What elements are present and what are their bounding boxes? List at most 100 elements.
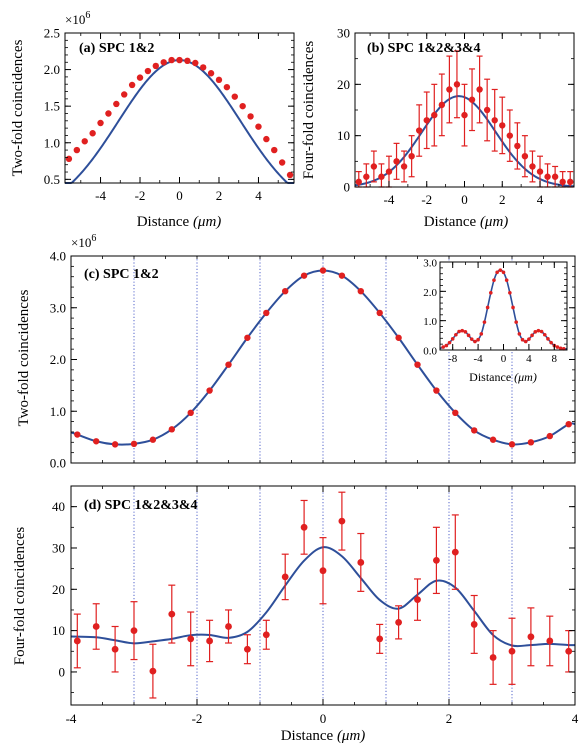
data-point (168, 56, 175, 64)
y-tick-label: 20 (337, 77, 350, 92)
data-point (529, 163, 536, 170)
y-tick-label: 20 (52, 582, 65, 597)
data-point (244, 334, 251, 341)
panel-label: (a) SPC 1&2 (79, 41, 154, 56)
panel-label: (c) SPC 1&2 (84, 267, 159, 282)
data-point (517, 332, 522, 336)
data-point (558, 346, 563, 351)
data-point (506, 132, 514, 139)
data-point (489, 291, 493, 295)
data-point (73, 637, 81, 645)
y-tick-label: 2.0 (423, 287, 437, 299)
y-tick-label: 10 (52, 623, 65, 638)
data-point (447, 340, 452, 345)
data-point (565, 420, 572, 428)
data-point (433, 556, 440, 564)
y-tick-label: 0.0 (423, 346, 437, 358)
data-point (520, 337, 525, 342)
data-point (483, 106, 491, 114)
data-point (489, 654, 497, 661)
data-point (551, 173, 559, 180)
data-point (278, 159, 286, 166)
y-tick-label: 10 (337, 128, 350, 143)
data-point (514, 320, 518, 324)
panel-b: -4 -2 0 2 4 0 10 20 30 (b) SPC 1&2&3&4 Four-fol… (301, 26, 575, 230)
y-tick-label: 0.5 (44, 172, 60, 187)
data-point (130, 440, 138, 448)
y-tick-label: 1.0 (423, 316, 437, 328)
y-tick-label: 30 (52, 540, 65, 555)
x-tick-label: 0 (501, 353, 507, 365)
data-point (113, 100, 120, 108)
data-point (489, 436, 497, 443)
data-point (93, 438, 100, 445)
data-point (136, 74, 144, 81)
data-point (441, 345, 445, 349)
x-tick-label: 8 (552, 353, 558, 365)
data-point (408, 153, 415, 160)
data-point (431, 111, 438, 119)
x-tick-label: 4 (255, 188, 262, 203)
data-point (544, 173, 551, 180)
data-point (144, 67, 152, 75)
y-tick-label: 40 (52, 499, 65, 514)
x-tick-label: 4 (526, 353, 532, 365)
data-point (523, 339, 528, 344)
data-point (281, 573, 289, 581)
data-point (128, 81, 136, 89)
data-point (255, 123, 262, 130)
data-point (485, 305, 490, 310)
data-point (559, 178, 566, 186)
data-point (498, 268, 503, 273)
x-axis-label: Distance (μm) (281, 728, 366, 744)
panel-c: 0.0 1.0 2.0 3.0 4.0 (c) SPC 1&2 ×106 Two-fol… (16, 233, 576, 471)
inset-x-axis-label: Distance (μm) (469, 370, 537, 384)
y-tick-label: 2.0 (44, 62, 60, 77)
data-point (244, 645, 251, 653)
data-point (338, 517, 346, 525)
data-point (555, 345, 560, 349)
data-point (192, 59, 199, 67)
data-point (81, 138, 88, 145)
x-axis-label: Distance (μm) (424, 214, 509, 230)
x-tick-label: 4 (572, 711, 579, 726)
data-point (168, 426, 175, 433)
data-point (286, 171, 294, 179)
data-point (225, 361, 232, 368)
y-tick-label: 4.0 (50, 249, 66, 264)
data-point (395, 334, 402, 341)
y-axis-label: Four-fold coincidences (301, 41, 317, 180)
data-point (199, 64, 207, 71)
x-tick-label: 0 (461, 192, 468, 207)
data-point (514, 142, 521, 150)
y-tick-label: 1.0 (50, 404, 66, 419)
data-point (508, 647, 516, 655)
data-point (215, 76, 223, 84)
x-tick-label: 4 (537, 192, 544, 207)
data-point (376, 635, 384, 643)
data-point (539, 329, 544, 334)
data-point (111, 645, 119, 653)
data-point (231, 93, 238, 100)
data-point (536, 328, 541, 333)
data-point (271, 146, 278, 154)
data-point (152, 62, 160, 70)
data-point (395, 618, 402, 626)
data-point (300, 523, 308, 531)
data-point (160, 59, 167, 66)
x-tick-label: -2 (135, 188, 146, 203)
data-point (223, 83, 231, 91)
data-point (433, 387, 440, 394)
data-point (400, 163, 408, 170)
data-point (357, 287, 364, 295)
panel-d: -4 -2 0 2 4 0 10 20 30 40 (d) SPC 1&2&3&4 Four-f… (12, 485, 579, 744)
data-point (530, 333, 534, 338)
data-point (457, 329, 461, 334)
data-point (149, 436, 157, 443)
data-point (262, 631, 270, 639)
data-point (414, 596, 421, 604)
x-tick-label: 2 (216, 188, 223, 203)
data-point (73, 146, 81, 154)
data-point (508, 291, 512, 295)
